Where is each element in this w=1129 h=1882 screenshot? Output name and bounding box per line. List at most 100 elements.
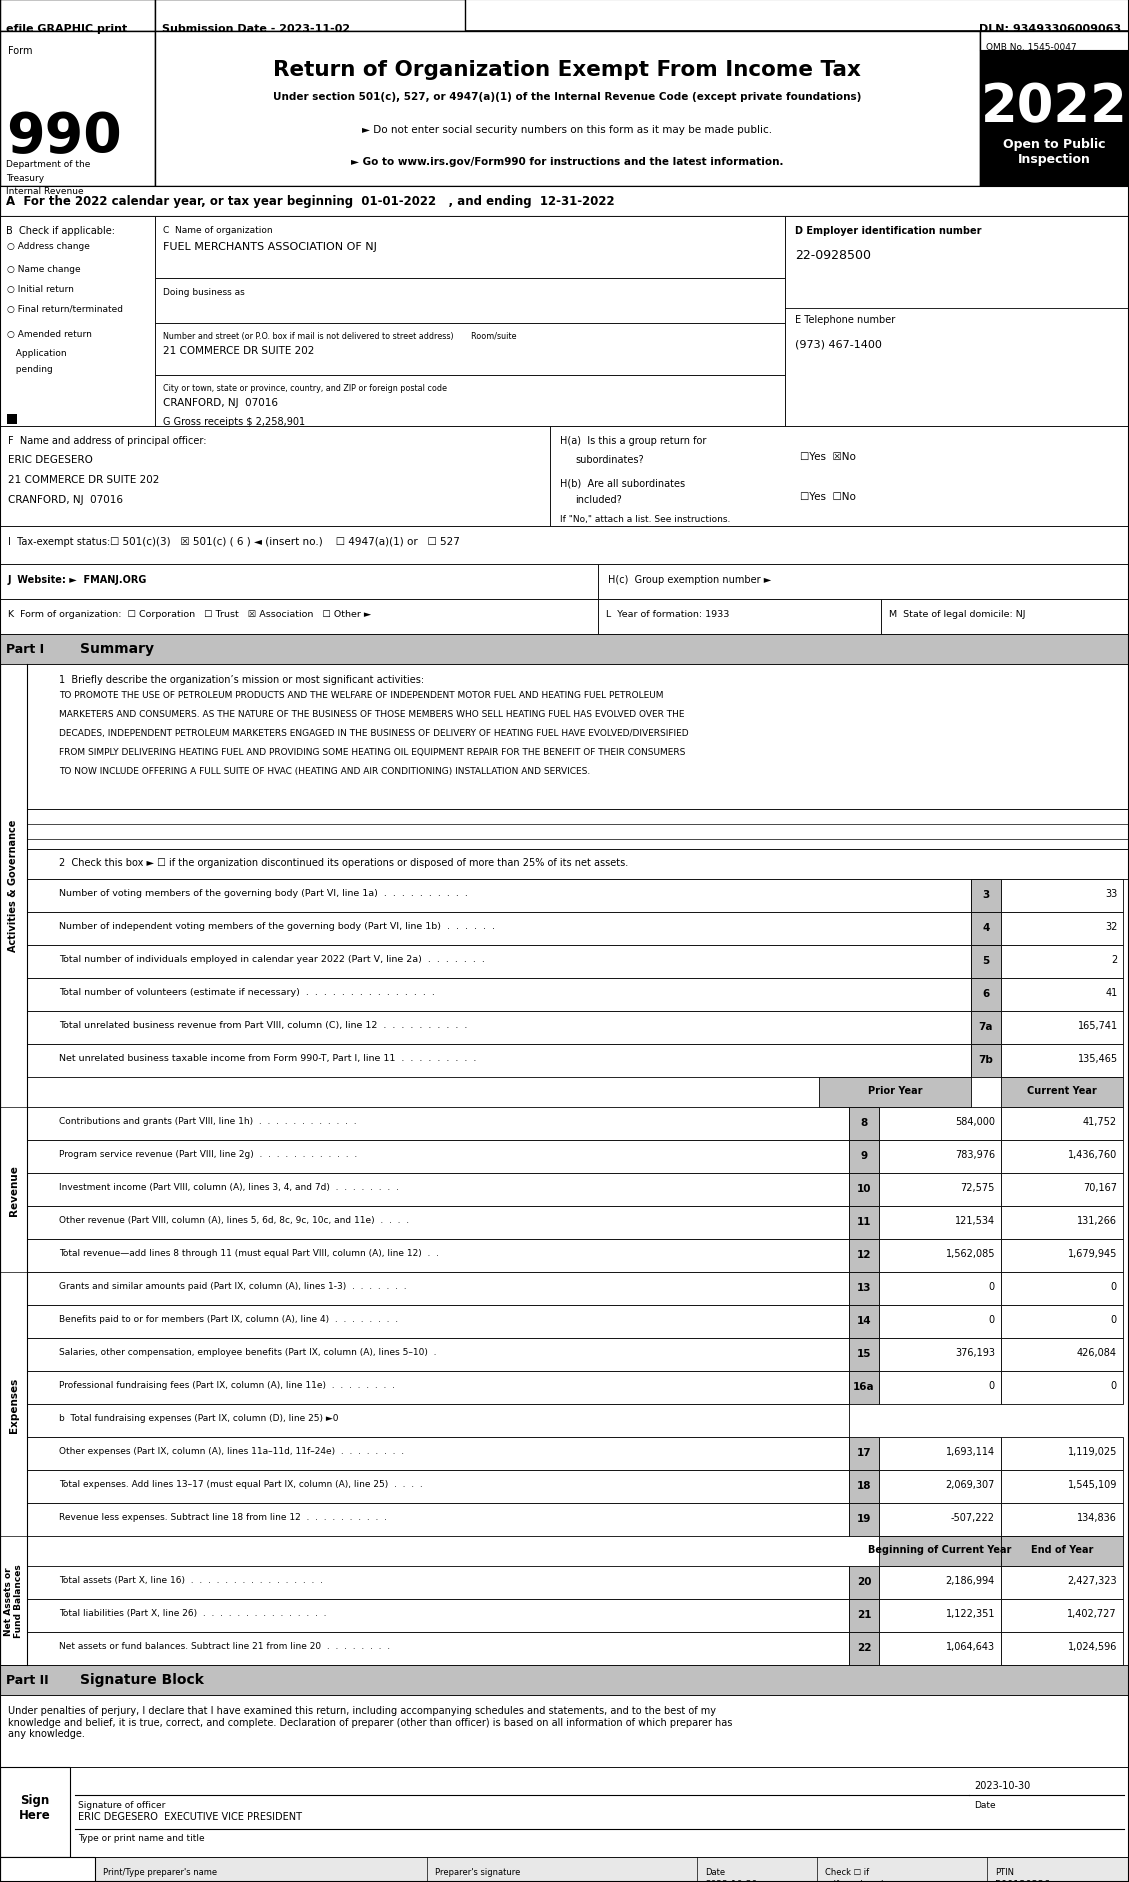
Text: 1,064,643: 1,064,643: [946, 1641, 995, 1651]
Text: 2022: 2022: [981, 81, 1128, 134]
Bar: [849, 1372, 879, 1404]
Text: 72,575: 72,575: [961, 1182, 995, 1193]
Text: 21 COMMERCE DR SUITE 202: 21 COMMERCE DR SUITE 202: [8, 474, 159, 486]
Text: Expenses: Expenses: [9, 1376, 18, 1432]
Bar: [849, 1438, 879, 1470]
Text: ☐Yes  ☐No: ☐Yes ☐No: [800, 491, 856, 502]
Text: Total number of volunteers (estimate if necessary)  .  .  .  .  .  .  .  .  .  .: Total number of volunteers (estimate if …: [59, 988, 435, 996]
Text: ► Go to www.irs.gov/Form990 for instructions and the latest information.: ► Go to www.irs.gov/Form990 for instruct…: [351, 156, 784, 167]
Bar: [27, 1206, 849, 1240]
Text: 0: 0: [989, 1282, 995, 1291]
Text: 2  Check this box ► ☐ if the organization discontinued its operations or dispose: 2 Check this box ► ☐ if the organization…: [59, 858, 628, 868]
Text: Doing business as: Doing business as: [163, 288, 245, 297]
Text: self-employed: self-employed: [825, 1878, 884, 1882]
Bar: [1001, 1045, 1123, 1077]
Bar: [879, 1372, 1001, 1404]
Text: TO NOW INCLUDE OFFERING A FULL SUITE OF HVAC (HEATING AND AIR CONDITIONING) INST: TO NOW INCLUDE OFFERING A FULL SUITE OF …: [59, 766, 590, 775]
Text: Total expenses. Add lines 13–17 (must equal Part IX, column (A), line 25)  .  . : Total expenses. Add lines 13–17 (must eq…: [59, 1479, 422, 1489]
Bar: [27, 1600, 849, 1632]
Text: 10: 10: [857, 1184, 872, 1193]
Text: 22-0928500: 22-0928500: [795, 248, 870, 262]
Bar: [1001, 879, 1123, 913]
Bar: [1001, 1140, 1123, 1172]
Text: 1,545,109: 1,545,109: [1068, 1479, 1117, 1489]
Text: Net Assets or
Fund Balances: Net Assets or Fund Balances: [3, 1564, 24, 1637]
Text: FROM SIMPLY DELIVERING HEATING FUEL AND PROVIDING SOME HEATING OIL EQUIPMENT REP: FROM SIMPLY DELIVERING HEATING FUEL AND …: [59, 747, 685, 757]
Text: H(a)  Is this a group return for: H(a) Is this a group return for: [560, 437, 707, 446]
Bar: [879, 1438, 1001, 1470]
Bar: [1001, 1338, 1123, 1372]
Text: 1,436,760: 1,436,760: [1068, 1150, 1117, 1159]
Bar: [1001, 1107, 1123, 1140]
Text: Revenue less expenses. Subtract line 18 from line 12  .  .  .  .  .  .  .  .  . : Revenue less expenses. Subtract line 18 …: [59, 1513, 387, 1521]
Text: Net assets or fund balances. Subtract line 21 from line 20  .  .  .  .  .  .  . : Net assets or fund balances. Subtract li…: [59, 1641, 391, 1651]
Text: DLN: 93493306009063: DLN: 93493306009063: [979, 24, 1121, 34]
Text: Program service revenue (Part VIII, line 2g)  .  .  .  .  .  .  .  .  .  .  .  .: Program service revenue (Part VIII, line…: [59, 1150, 357, 1159]
Text: Application: Application: [10, 348, 67, 358]
Text: Other revenue (Part VIII, column (A), lines 5, 6d, 8c, 9c, 10c, and 11e)  .  .  : Other revenue (Part VIII, column (A), li…: [59, 1216, 409, 1225]
Text: ► Do not enter social security numbers on this form as it may be made public.: ► Do not enter social security numbers o…: [362, 124, 772, 136]
Text: Prior Year: Prior Year: [868, 1086, 922, 1095]
Text: C  Name of organization: C Name of organization: [163, 226, 272, 235]
Text: 41: 41: [1105, 988, 1118, 997]
Bar: [27, 1172, 849, 1206]
Bar: [27, 1372, 849, 1404]
Text: TO PROMOTE THE USE OF PETROLEUM PRODUCTS AND THE WELFARE OF INDEPENDENT MOTOR FU: TO PROMOTE THE USE OF PETROLEUM PRODUCTS…: [59, 691, 664, 700]
Bar: [879, 1172, 1001, 1206]
Bar: [1001, 1470, 1123, 1504]
Bar: [0, 634, 1129, 664]
Bar: [0, 1696, 1129, 1767]
Bar: [971, 979, 1001, 1011]
Bar: [849, 1470, 879, 1504]
Bar: [879, 1600, 1001, 1632]
Bar: [971, 879, 1001, 913]
Text: MARKETERS AND CONSUMERS. AS THE NATURE OF THE BUSINESS OF THOSE MEMBERS WHO SELL: MARKETERS AND CONSUMERS. AS THE NATURE O…: [59, 710, 684, 719]
Bar: [155, 0, 465, 32]
Bar: [1001, 1077, 1123, 1107]
Text: 2,069,307: 2,069,307: [946, 1479, 995, 1489]
Bar: [849, 1600, 879, 1632]
Bar: [1001, 1206, 1123, 1240]
Bar: [980, 51, 1129, 126]
Bar: [27, 1504, 849, 1536]
Bar: [0, 1767, 1129, 1858]
Text: 9: 9: [860, 1150, 867, 1161]
Text: OMB No. 1545-0047: OMB No. 1545-0047: [986, 43, 1077, 53]
Bar: [849, 1272, 879, 1306]
Bar: [1001, 1306, 1123, 1338]
Bar: [155, 324, 785, 376]
Bar: [849, 1632, 879, 1666]
Bar: [1001, 1536, 1123, 1566]
Bar: [849, 1306, 879, 1338]
Text: 2023-10-30: 2023-10-30: [704, 1878, 758, 1882]
Bar: [971, 945, 1001, 979]
Bar: [27, 1470, 849, 1504]
Text: 15: 15: [857, 1348, 872, 1359]
Text: 1  Briefly describe the organization’s mission or most significant activities:: 1 Briefly describe the organization’s mi…: [59, 674, 425, 685]
Text: 3: 3: [982, 890, 990, 900]
Bar: [879, 1338, 1001, 1372]
Bar: [27, 809, 1129, 849]
Text: ○ Name change: ○ Name change: [7, 265, 80, 275]
Text: efile GRAPHIC print: efile GRAPHIC print: [6, 24, 128, 34]
Text: B  Check if applicable:: B Check if applicable:: [6, 226, 115, 235]
Bar: [27, 1140, 849, 1172]
Bar: [27, 1632, 849, 1666]
Text: 134,836: 134,836: [1077, 1513, 1117, 1523]
Text: Activities & Governance: Activities & Governance: [9, 819, 18, 950]
Text: End of Year: End of Year: [1031, 1543, 1093, 1555]
Bar: [879, 1504, 1001, 1536]
Bar: [1001, 1240, 1123, 1272]
Bar: [1001, 1600, 1123, 1632]
Bar: [550, 427, 1129, 527]
Text: 4: 4: [982, 922, 990, 932]
Text: Signature of officer: Signature of officer: [78, 1799, 165, 1809]
Text: (973) 467-1400: (973) 467-1400: [795, 339, 882, 348]
Bar: [1001, 1011, 1123, 1045]
Bar: [971, 913, 1001, 945]
Text: 0: 0: [1111, 1282, 1117, 1291]
Text: 131,266: 131,266: [1077, 1216, 1117, 1225]
Bar: [980, 32, 1129, 186]
Text: Total unrelated business revenue from Part VIII, column (C), line 12  .  .  .  .: Total unrelated business revenue from Pa…: [59, 1020, 467, 1029]
Bar: [27, 1338, 849, 1372]
